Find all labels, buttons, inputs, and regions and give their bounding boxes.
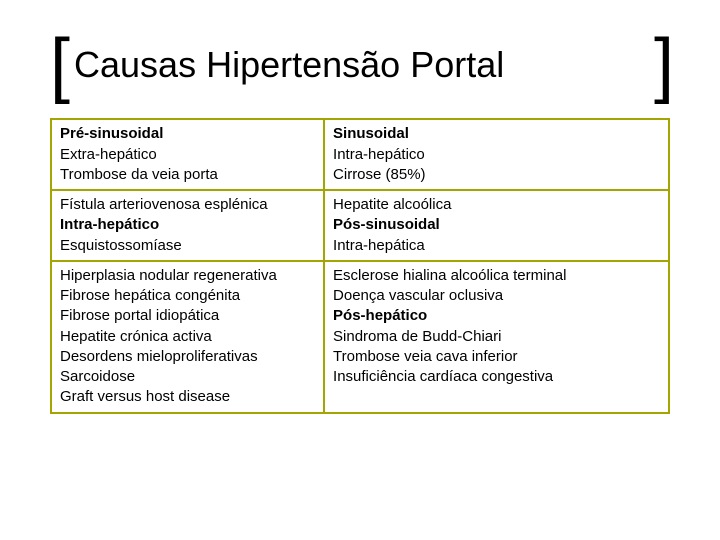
cell-line: Pós-sinusoidal [333, 215, 660, 235]
cell-line: Extra-hepático [60, 145, 315, 165]
slide: [ Causas Hipertensão Portal ] Pré-sinuso… [0, 0, 720, 540]
cell-line: Desordens mieloproliferativas [60, 347, 315, 367]
cell-line: Sinusoidal [333, 124, 660, 144]
causes-table: Pré-sinusoidalExtra-hepáticoTrombose da … [50, 118, 670, 413]
table-cell: Esclerose hialina alcoólica terminalDoen… [323, 260, 668, 412]
table-cell: Pré-sinusoidalExtra-hepáticoTrombose da … [52, 120, 323, 189]
table-row: Pré-sinusoidalExtra-hepáticoTrombose da … [52, 120, 668, 189]
cell-line: Trombose veia cava inferior [333, 347, 660, 367]
slide-title: Causas Hipertensão Portal [74, 44, 504, 86]
title-row: [ Causas Hipertensão Portal ] [50, 40, 670, 90]
table-cell: Hiperplasia nodular regenerativaFibrose … [52, 260, 323, 412]
cell-line: Fibrose hepática congénita [60, 286, 315, 306]
table-cell: SinusoidalIntra-hepáticoCirrose (85%) [323, 120, 668, 189]
cell-line: Sindroma de Budd-Chiari [333, 327, 660, 347]
cell-line: Intra-hepático [60, 215, 315, 235]
cell-line: Cirrose (85%) [333, 165, 660, 185]
cell-line: Sarcoidose [60, 367, 315, 387]
table-cell: Hepatite alcoólicaPós-sinusoidalIntra-he… [323, 189, 668, 260]
cell-line: Intra-hepática [333, 236, 660, 256]
bracket-left-icon: [ [50, 40, 66, 90]
cell-line: Hiperplasia nodular regenerativa [60, 266, 315, 286]
cell-line: Fístula arteriovenosa esplénica [60, 195, 315, 215]
cell-line: Esquistossomíase [60, 236, 315, 256]
cell-line: Esclerose hialina alcoólica terminal [333, 266, 660, 286]
table-cell: Fístula arteriovenosa esplénicaIntra-hep… [52, 189, 323, 260]
cell-line: Hepatite alcoólica [333, 195, 660, 215]
cell-line: Pré-sinusoidal [60, 124, 315, 144]
table-row: Fístula arteriovenosa esplénicaIntra-hep… [52, 189, 668, 260]
cell-line: Hepatite crónica activa [60, 327, 315, 347]
cell-line: Fibrose portal idiopática [60, 306, 315, 326]
cell-line: Intra-hepático [333, 145, 660, 165]
cell-line: Trombose da veia porta [60, 165, 315, 185]
bracket-right-icon: ] [654, 40, 670, 90]
cell-line: Pós-hepático [333, 306, 660, 326]
cell-line: Graft versus host disease [60, 387, 315, 407]
table-row: Hiperplasia nodular regenerativaFibrose … [52, 260, 668, 412]
cell-line: Doença vascular oclusiva [333, 286, 660, 306]
cell-line: Insuficiência cardíaca congestiva [333, 367, 660, 387]
